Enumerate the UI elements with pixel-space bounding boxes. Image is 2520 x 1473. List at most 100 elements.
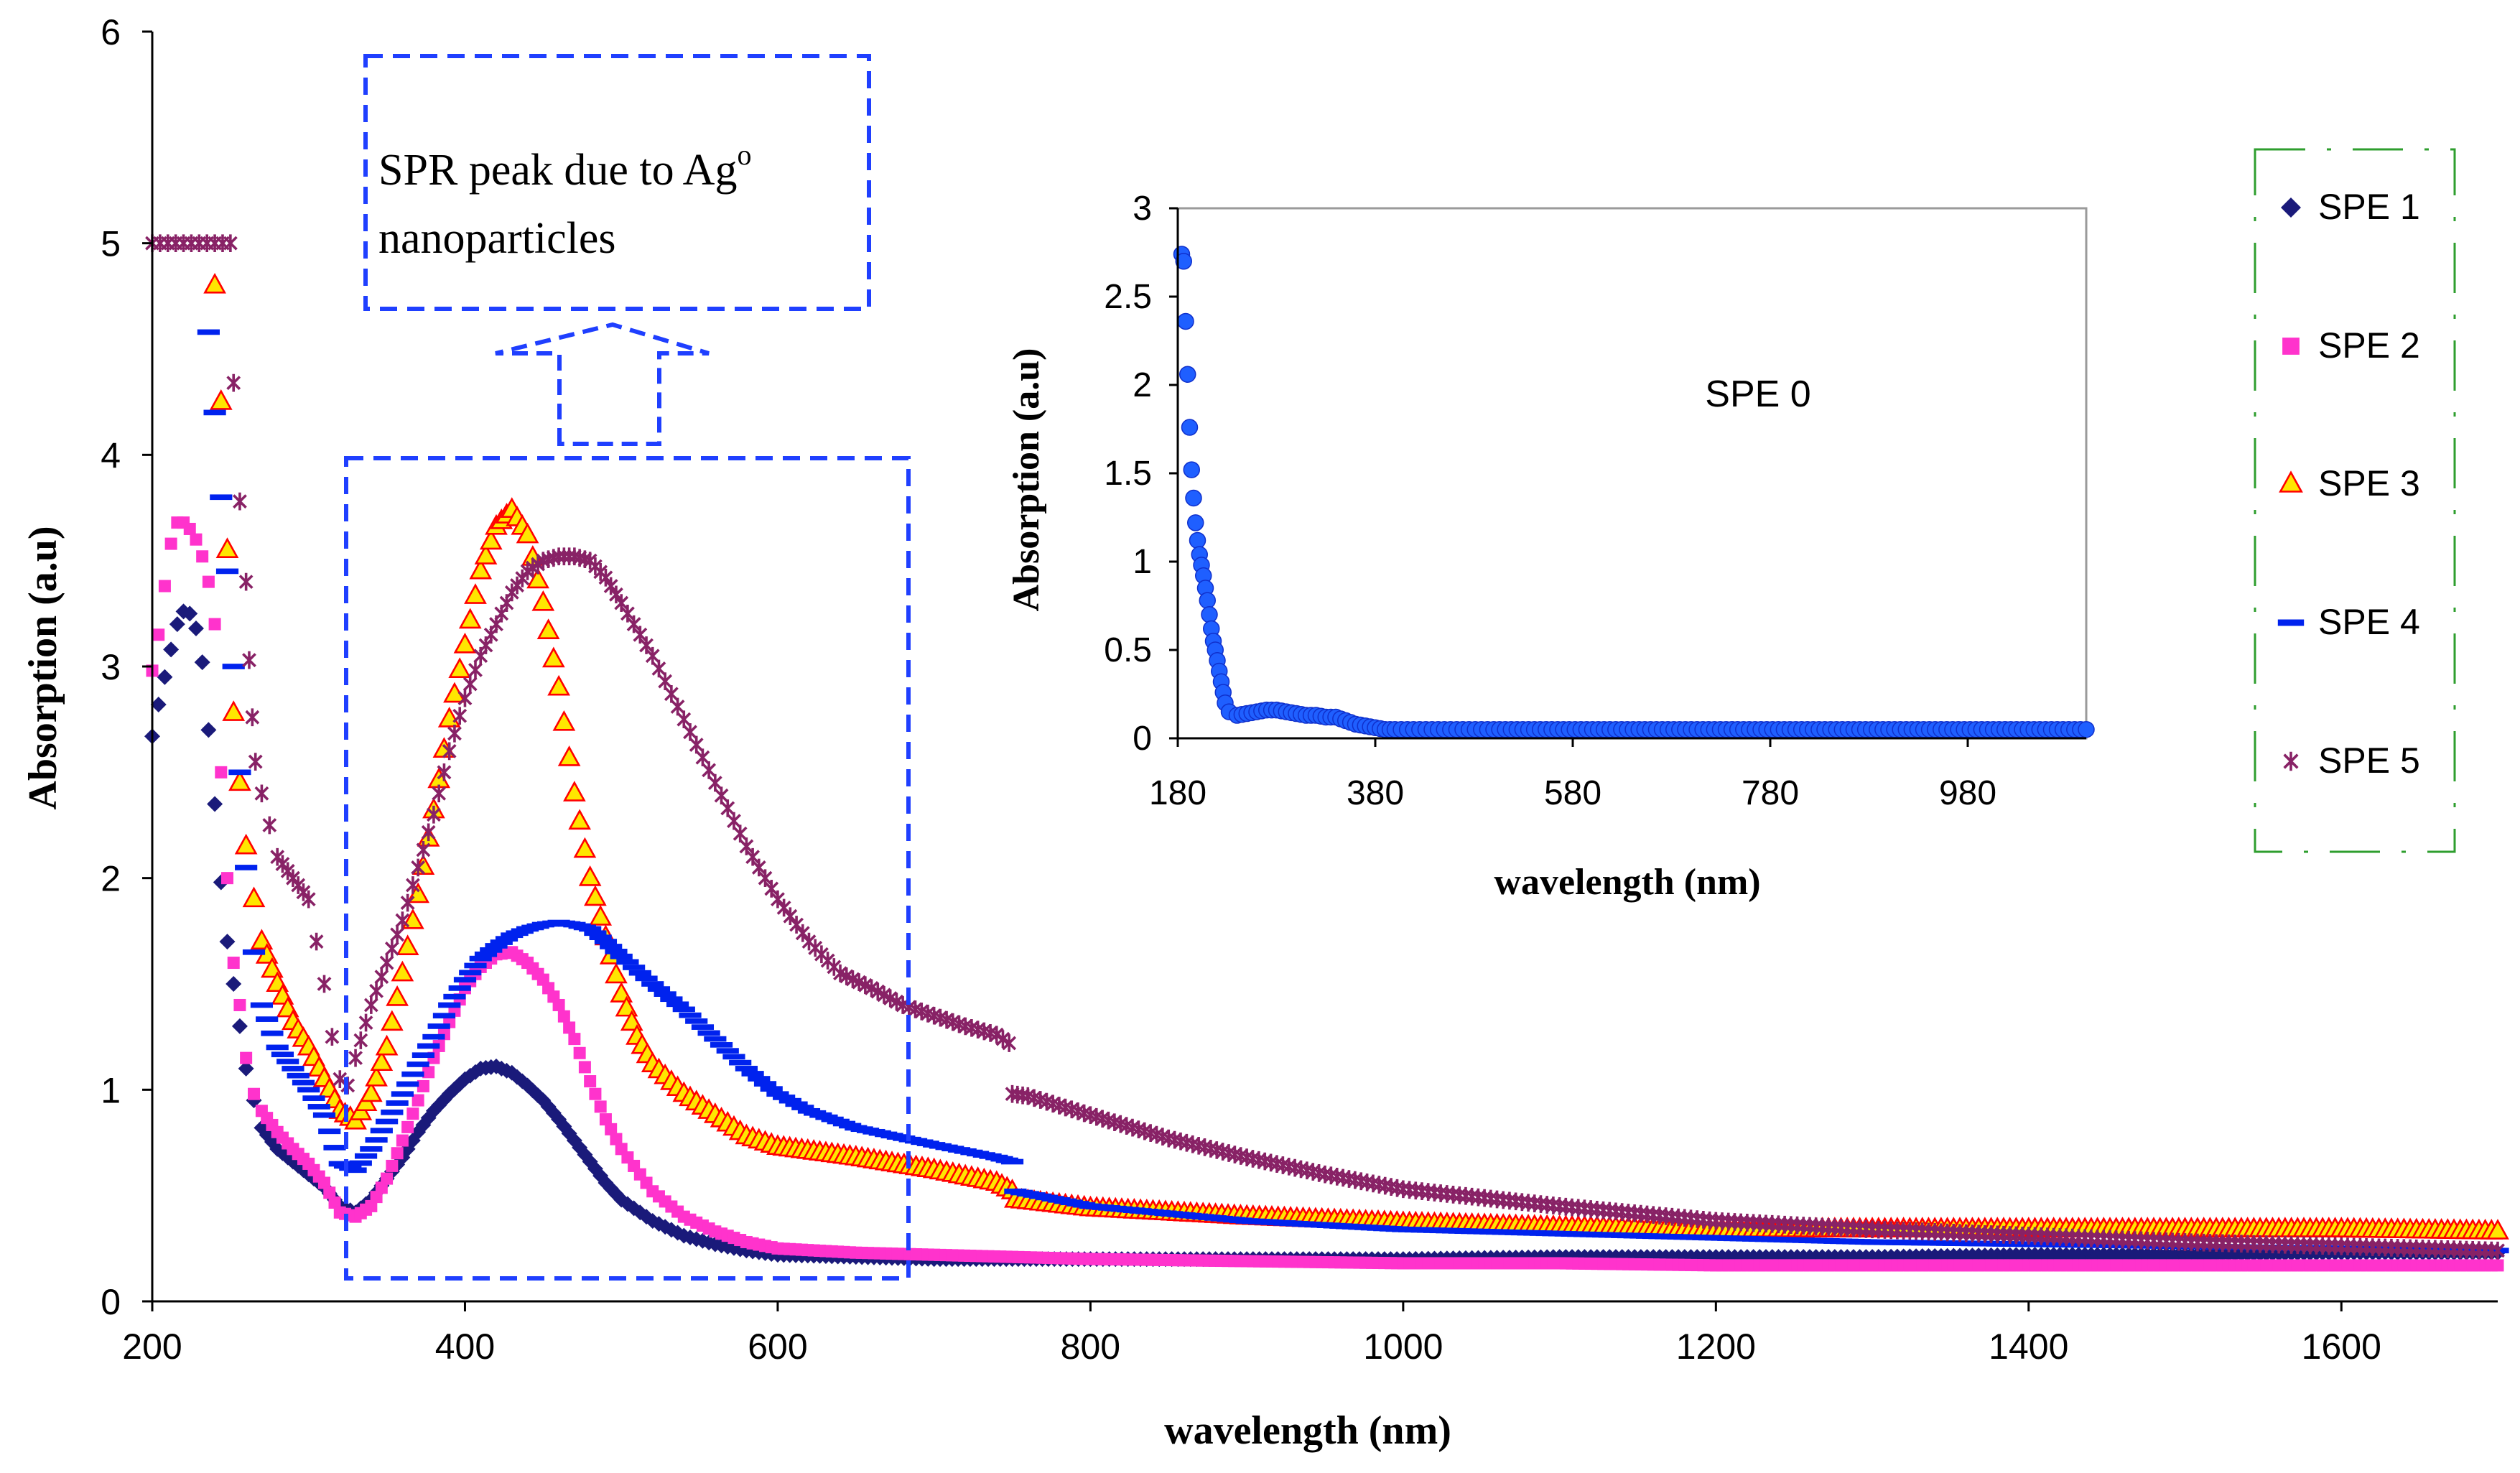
data-point-triangle <box>386 985 409 1006</box>
data-point-dash <box>312 1112 336 1118</box>
data-point-star <box>442 742 457 761</box>
data-point-dash <box>589 934 612 941</box>
data-point-dash <box>480 947 503 953</box>
data-point-triangle <box>391 960 414 982</box>
data-point-triangle <box>228 770 251 791</box>
data-point-dash <box>228 769 251 776</box>
data-point-dash <box>691 1024 715 1030</box>
data-point-circle <box>1183 461 1200 478</box>
inset-y-tick-label: 1 <box>1133 543 1152 581</box>
data-point-star <box>727 812 741 830</box>
main-axes: 0 1 2 3 4 5 6 200 400 600 800 1000 1200 1400 1600 <box>101 12 2498 1367</box>
data-point-square <box>552 998 565 1011</box>
data-point-square <box>233 998 246 1011</box>
data-point-star <box>664 684 679 703</box>
data-point-star <box>226 373 241 392</box>
data-point-diamond <box>157 669 173 685</box>
data-point-dash <box>685 1018 708 1024</box>
data-point-dash <box>307 1104 330 1110</box>
legend-item-spe-3: SPE 3 <box>2279 463 2420 503</box>
data-point-dash <box>610 953 633 959</box>
data-point-diamond <box>150 697 167 713</box>
data-point-triangle <box>458 608 482 629</box>
legend: SPE 1 SPE 2 SPE 3 SPE 4 SPE 5 <box>2254 148 2456 853</box>
main-x-tick-label: 1600 <box>2302 1326 2381 1367</box>
inset-x-tick-label: 780 <box>1742 774 1799 812</box>
data-point-star <box>1002 1034 1017 1052</box>
inset-y-tick-label: 0 <box>1133 720 1152 758</box>
data-point-star <box>720 799 735 817</box>
main-x-tick-label: 200 <box>122 1326 182 1367</box>
legend-frame <box>2254 148 2456 853</box>
data-point-triangle <box>547 674 570 696</box>
data-point-star <box>254 784 269 803</box>
data-point-dash <box>297 1087 320 1093</box>
data-point-circle <box>1187 514 1204 531</box>
main-y-tick-label: 1 <box>101 1070 121 1110</box>
data-point-diamond <box>182 605 198 622</box>
data-point-triangle <box>464 583 487 604</box>
data-point-triangle <box>563 781 586 801</box>
data-point-dash <box>600 944 623 949</box>
legend-item-spe-5: SPE 5 <box>2283 740 2420 781</box>
data-point-dash <box>464 962 487 969</box>
data-point-dash <box>722 1054 745 1060</box>
data-point-dash <box>391 1091 414 1097</box>
main-series-2 <box>146 516 2504 1272</box>
inset-x-tick-label: 580 <box>1544 774 1601 812</box>
data-point-dash <box>584 930 607 937</box>
data-point-square <box>594 1100 607 1113</box>
data-point-star <box>238 572 254 591</box>
data-point-triangle <box>516 522 539 544</box>
data-point-star <box>702 761 717 779</box>
data-point-triangle <box>526 567 549 589</box>
data-point-star <box>789 916 804 934</box>
data-point-dash <box>256 1016 279 1022</box>
data-point-star <box>374 967 389 986</box>
data-point-star <box>457 689 473 707</box>
data-point-star <box>233 492 247 511</box>
data-point-dash <box>778 1097 801 1104</box>
data-point-dash <box>735 1066 758 1072</box>
data-point-dash <box>349 1160 372 1166</box>
data-point-star <box>325 1028 340 1046</box>
data-point-triangle <box>401 908 424 929</box>
legend-label: SPE 1 <box>2318 187 2420 227</box>
data-point-square <box>589 1087 602 1100</box>
data-point-star <box>384 939 399 958</box>
data-point-dash <box>710 1042 733 1048</box>
data-point-square <box>164 537 177 550</box>
inset-series-1 <box>1173 246 2095 738</box>
data-point-dash <box>641 981 664 987</box>
data-point-circle <box>1201 606 1218 623</box>
data-point-square <box>563 1021 576 1034</box>
data-point-dash <box>282 1066 304 1072</box>
data-point-dash <box>370 1128 393 1134</box>
data-point-square <box>328 1196 341 1209</box>
data-point-dash <box>412 1052 435 1059</box>
inset-data-marks <box>1173 246 2095 738</box>
data-point-dash <box>474 951 498 957</box>
data-point-star <box>795 924 810 942</box>
inset-title: SPE 0 <box>1705 373 1810 415</box>
data-point-dash <box>261 1030 284 1036</box>
data-point-triangle <box>605 962 628 984</box>
data-point-star <box>437 763 452 781</box>
data-point-dash <box>222 664 245 669</box>
data-point-dash <box>443 993 466 1000</box>
data-point-star <box>390 925 405 944</box>
data-point-circle <box>1199 592 1216 609</box>
data-point-dash <box>628 970 651 976</box>
data-point-star <box>245 708 260 727</box>
data-point-dash <box>381 1109 404 1115</box>
data-point-square <box>375 1181 388 1194</box>
legend-items: SPE 1 SPE 2 SPE 3 SPE 4 SPE 5 <box>2277 187 2420 781</box>
data-point-triangle <box>370 1050 394 1072</box>
data-point-triangle <box>474 544 498 564</box>
data-point-dash <box>376 1118 399 1125</box>
data-point-diamond <box>194 654 210 671</box>
data-point-dash <box>354 1153 378 1159</box>
data-point-dash <box>276 1059 299 1064</box>
main-y-tick-label: 5 <box>101 224 121 264</box>
